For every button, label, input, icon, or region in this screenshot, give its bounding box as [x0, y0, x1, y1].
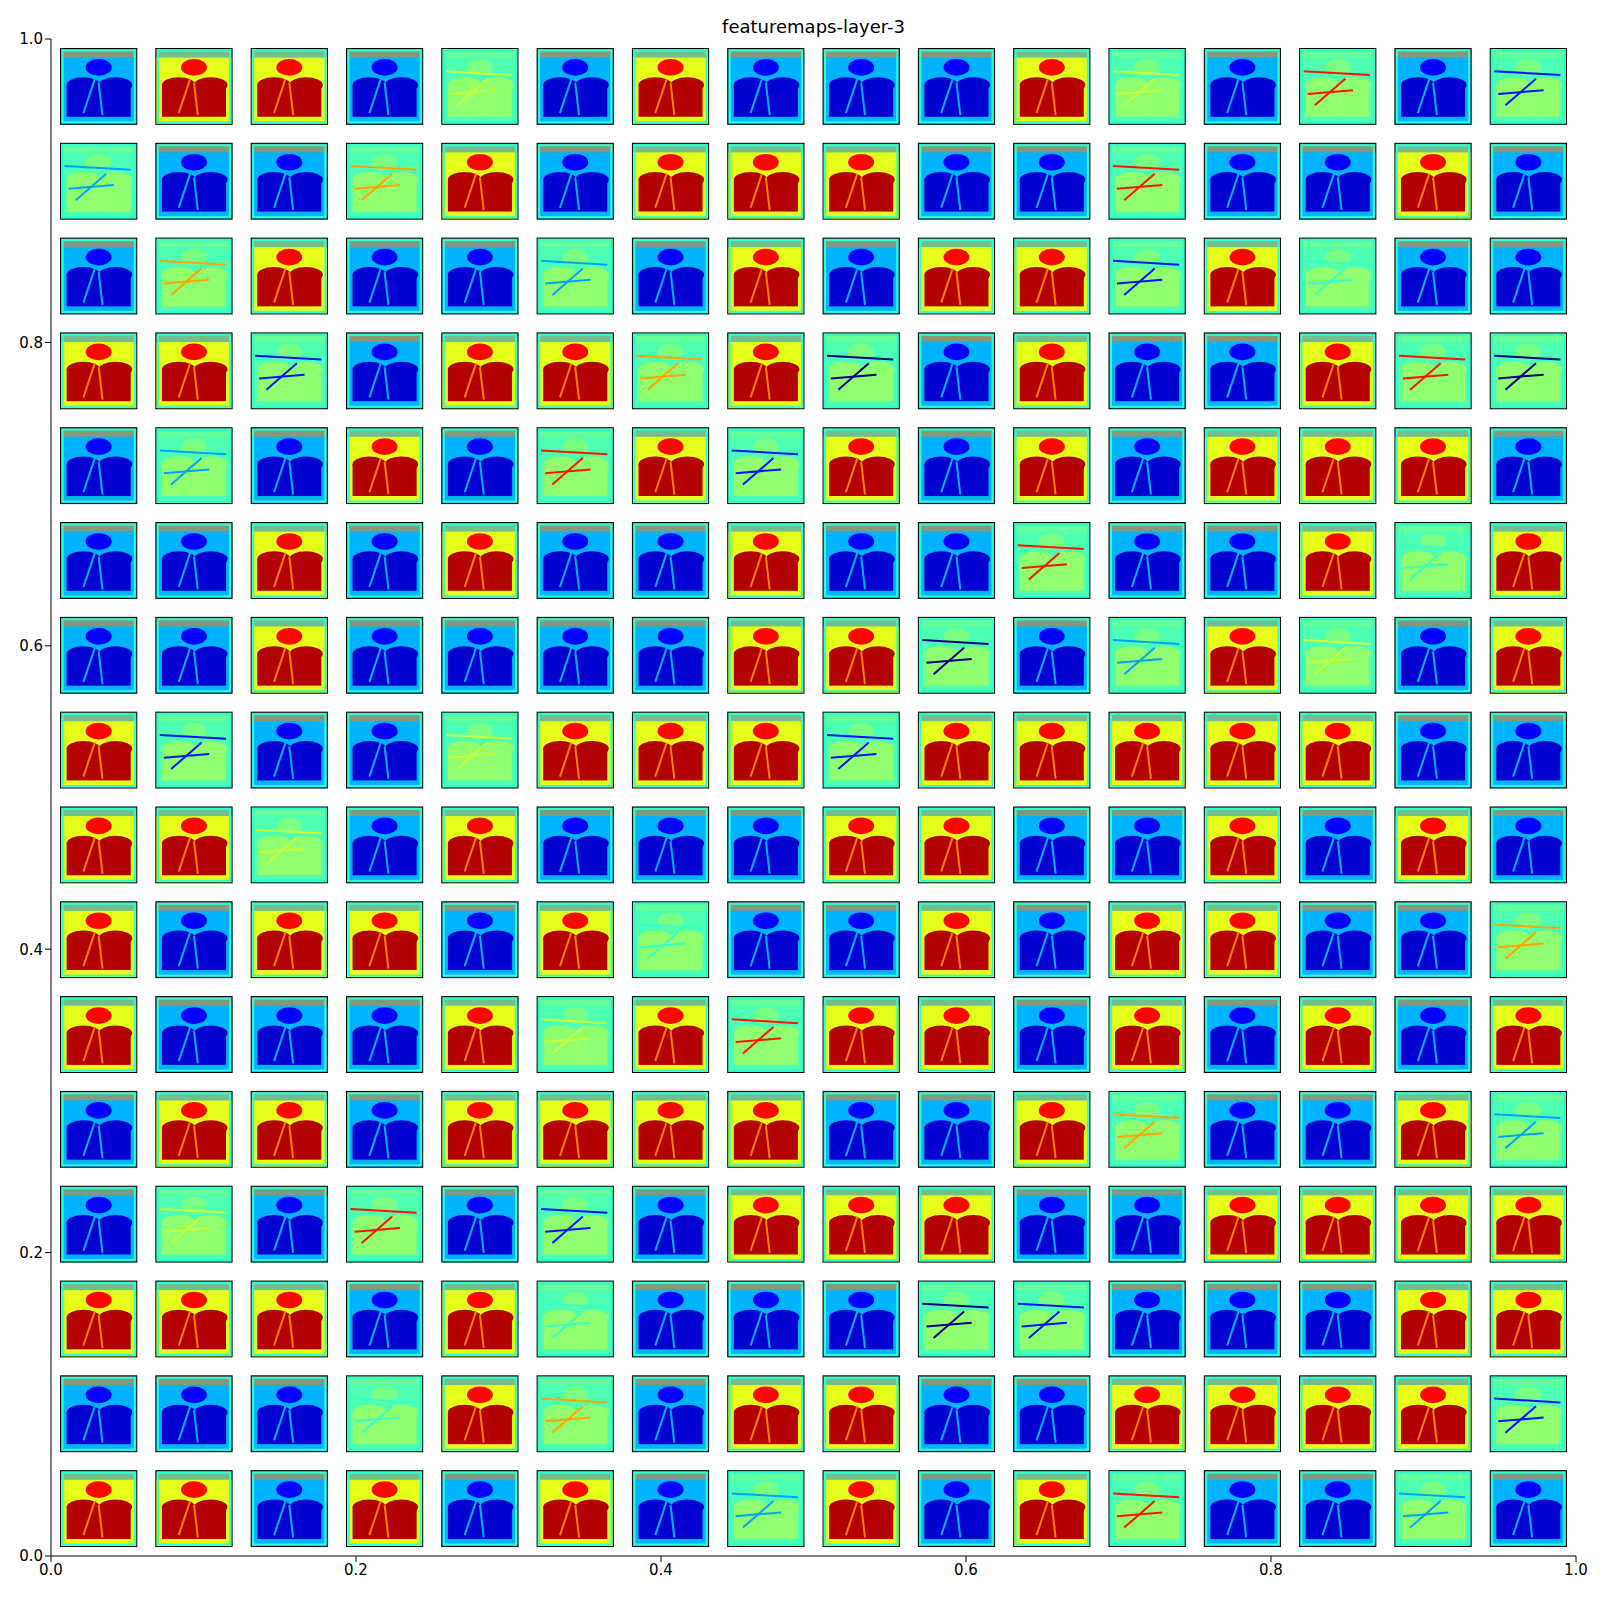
svg-text:0.6: 0.6 — [954, 1561, 978, 1579]
svg-text:0.2: 0.2 — [344, 1561, 368, 1579]
svg-text:1.0: 1.0 — [19, 30, 43, 48]
svg-text:0.4: 0.4 — [19, 941, 43, 959]
svg-text:0.6: 0.6 — [19, 637, 43, 655]
svg-text:0.2: 0.2 — [19, 1244, 43, 1262]
svg-text:0.8: 0.8 — [1259, 1561, 1283, 1579]
svg-text:1.0: 1.0 — [1564, 1561, 1588, 1579]
svg-text:0.4: 0.4 — [649, 1561, 673, 1579]
svg-text:0.0: 0.0 — [19, 1547, 43, 1565]
svg-text:0.0: 0.0 — [39, 1560, 63, 1579]
html-text:featuremaps-layer-3: featuremaps-layer-3 — [722, 16, 905, 37]
svg-text:0.8: 0.8 — [19, 334, 43, 352]
